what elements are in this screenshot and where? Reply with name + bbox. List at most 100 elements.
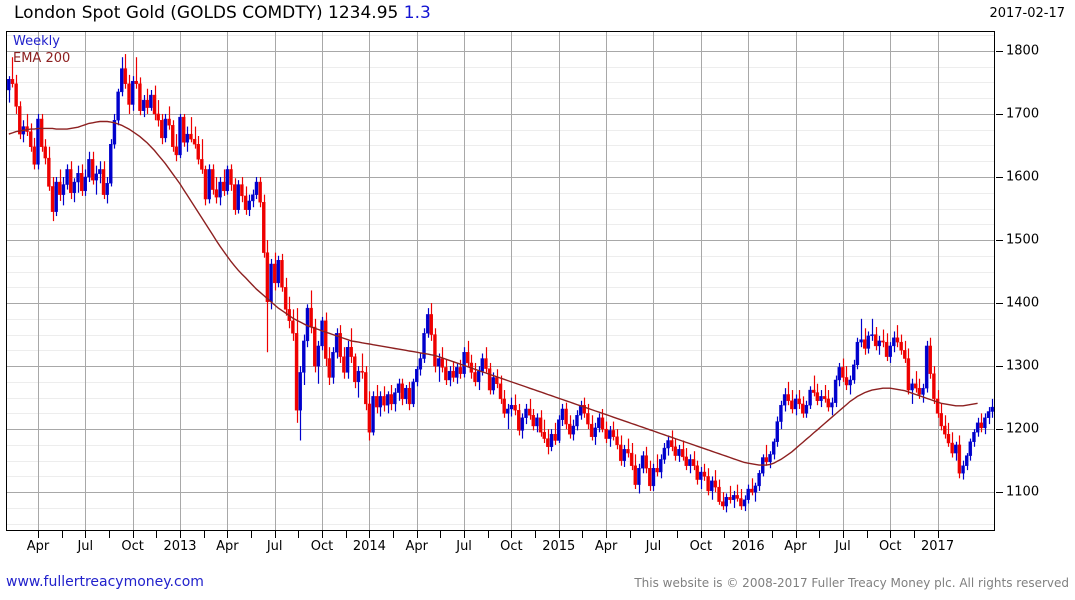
x-axis-label: Oct	[689, 539, 713, 554]
candle-body	[593, 427, 597, 437]
x-axis-tick-minor	[772, 531, 773, 538]
candle-body	[921, 387, 925, 395]
candle-body	[229, 169, 233, 185]
x-axis-tick	[38, 531, 39, 538]
y-axis-label: 1400	[1006, 295, 1040, 311]
candle-body	[906, 358, 911, 391]
x-axis-tick-minor	[867, 531, 868, 538]
candle-body	[782, 394, 787, 406]
ema-200-line	[8, 120, 978, 466]
x-axis-label: Oct	[878, 539, 902, 554]
candle-body	[451, 370, 455, 378]
candle-body	[531, 415, 535, 427]
candle-body	[323, 320, 328, 359]
candle-body	[790, 400, 794, 410]
candle-body	[608, 430, 612, 439]
candle-body	[884, 341, 889, 357]
candle-body	[564, 408, 568, 425]
y-axis-label: 1300	[1006, 358, 1040, 374]
candle-body	[145, 99, 149, 108]
candle-body	[899, 341, 903, 351]
x-axis-label: Jul	[835, 539, 851, 554]
chart-plot-area[interactable]: Weekly EMA 200	[6, 31, 995, 531]
candle-body	[910, 383, 914, 391]
x-axis-label: Oct	[310, 539, 334, 554]
candle-body	[680, 449, 685, 458]
candle-body	[276, 259, 281, 284]
candle-body	[815, 392, 820, 401]
x-axis-tick	[464, 531, 465, 538]
page-title: London Spot Gold (GOLDS COMDTY) 1234.95 …	[14, 3, 431, 23]
candlestick-canvas[interactable]	[6, 31, 995, 531]
candle-body	[913, 383, 918, 389]
candle-body	[979, 422, 983, 429]
candle-body	[141, 99, 146, 111]
candle-body	[10, 79, 15, 84]
candle-body	[374, 396, 379, 408]
y-axis: 1100 1200 1300 1400 1500 1600 1700 1800	[996, 31, 1075, 531]
x-axis-label: Apr	[216, 539, 239, 554]
candle-body	[404, 387, 408, 400]
x-axis-tick	[606, 531, 607, 538]
candle-body	[517, 410, 521, 431]
candle-body	[586, 413, 590, 425]
x-axis-tick-minor	[204, 531, 205, 538]
candle-body	[855, 341, 860, 366]
candle-body	[935, 398, 940, 414]
candle-body	[710, 480, 714, 492]
candle-body	[571, 425, 576, 435]
candle-body	[349, 346, 353, 357]
chart-footer: www.fullertreacymoney.com This website i…	[0, 572, 1075, 600]
candle-body	[735, 495, 739, 499]
candle-body	[655, 468, 659, 473]
candle-body	[713, 480, 718, 488]
x-axis-tick	[227, 531, 228, 538]
candle-body	[728, 497, 732, 500]
candle-body	[509, 404, 514, 410]
candle-body	[58, 181, 62, 195]
candle-body	[218, 181, 222, 198]
instrument-name: London Spot Gold (GOLDS COMDTY)	[14, 3, 323, 23]
x-axis-tick	[133, 531, 134, 538]
x-axis-tick-minor	[677, 531, 678, 538]
x-axis-label: 2015	[542, 539, 576, 554]
candle-body	[7, 79, 11, 91]
candle-body	[797, 398, 801, 405]
candle-body	[928, 345, 932, 374]
candle-body	[236, 184, 240, 210]
candle-body	[553, 433, 557, 441]
candle-body	[79, 173, 84, 192]
candle-body	[200, 159, 204, 170]
candle-body	[684, 456, 688, 466]
candle-body	[764, 457, 769, 463]
candle-body	[768, 454, 772, 463]
site-url-link[interactable]: www.fullertreacymoney.com	[6, 574, 204, 590]
candle-body	[167, 118, 171, 126]
x-axis-tick	[511, 531, 512, 538]
candle-body	[808, 389, 812, 406]
candle-body	[662, 447, 667, 460]
candle-body	[771, 441, 776, 455]
candle-body	[444, 367, 448, 381]
x-axis-label: 2014	[352, 539, 386, 554]
candle-body	[589, 423, 594, 437]
candle-body	[582, 404, 586, 414]
candle-body	[841, 367, 845, 378]
y-axis-tick	[996, 50, 1003, 52]
x-axis-label: Oct	[500, 539, 523, 554]
candle-body	[473, 372, 477, 383]
candle-body	[160, 120, 164, 139]
candle-body	[90, 159, 95, 181]
candle-body	[819, 396, 823, 401]
candle-body	[243, 195, 248, 210]
candle-body	[560, 408, 565, 420]
candle-body	[626, 449, 630, 454]
candle-body	[637, 468, 641, 485]
candle-body	[600, 417, 605, 430]
candle-body	[378, 396, 383, 408]
ema-legend-label: EMA 200	[13, 51, 71, 66]
x-axis-tick-minor	[109, 531, 110, 538]
candle-body	[527, 408, 532, 416]
grid-major-vertical	[38, 32, 939, 530]
candle-body	[94, 173, 98, 181]
